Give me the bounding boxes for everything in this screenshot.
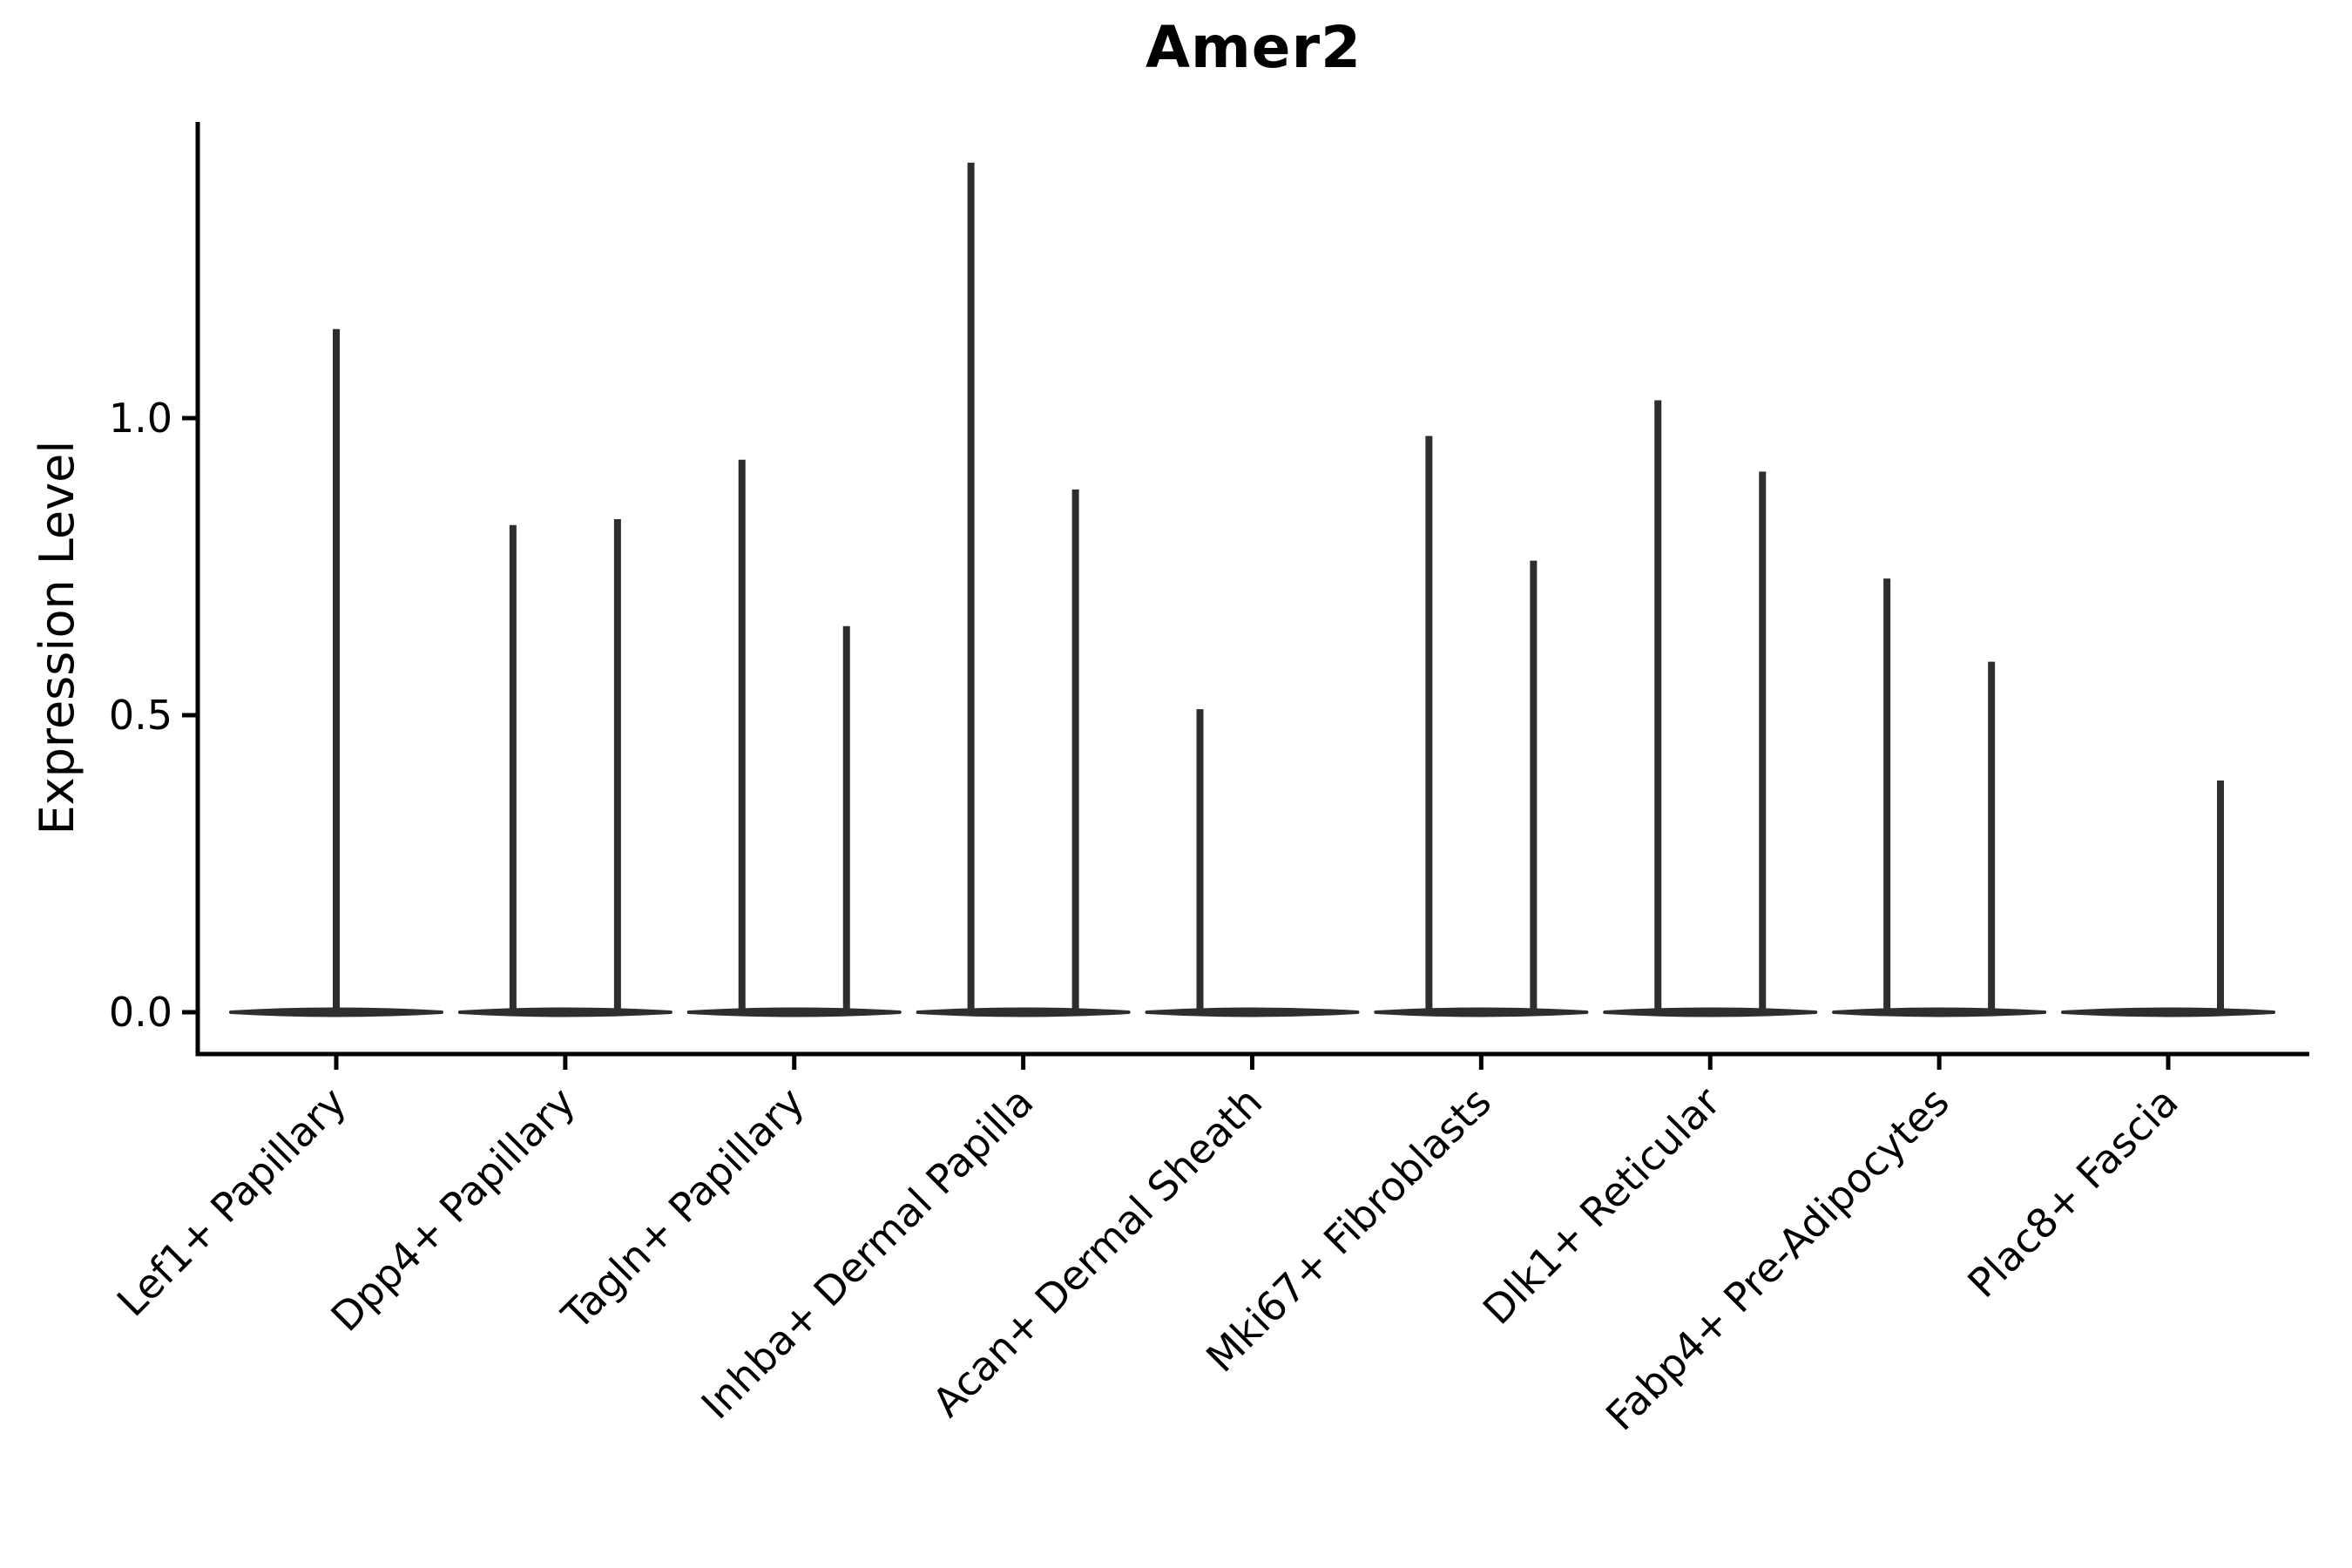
violin-baseline — [916, 1007, 1131, 1017]
violin-baseline — [2061, 1007, 2275, 1017]
x-tick-label: Lef1+ Papillary — [108, 1078, 355, 1326]
violin-baseline — [1832, 1007, 2047, 1017]
violin-baseline — [1374, 1007, 1589, 1017]
violin-baseline — [1603, 1007, 1818, 1017]
violin-baseline — [457, 1007, 672, 1017]
x-tick-label: Dpp4+ Papillary — [321, 1078, 584, 1341]
y-tick-label: 0.0 — [109, 989, 172, 1036]
y-tick-label: 0.5 — [109, 692, 172, 739]
violin-baseline — [1145, 1007, 1360, 1017]
violin-baseline — [686, 1007, 902, 1017]
x-tick-label: Tagln+ Papillary — [552, 1078, 814, 1340]
violin-baseline — [229, 1007, 443, 1017]
y-tick-label: 1.0 — [109, 395, 172, 442]
chart-title: Amer2 — [1145, 14, 1362, 81]
x-tick-label: Dlk1+ Reticular — [1474, 1078, 1729, 1334]
axis-spines — [195, 122, 2309, 1057]
x-tick-label: Plac8+ Fascia — [1958, 1078, 2186, 1307]
